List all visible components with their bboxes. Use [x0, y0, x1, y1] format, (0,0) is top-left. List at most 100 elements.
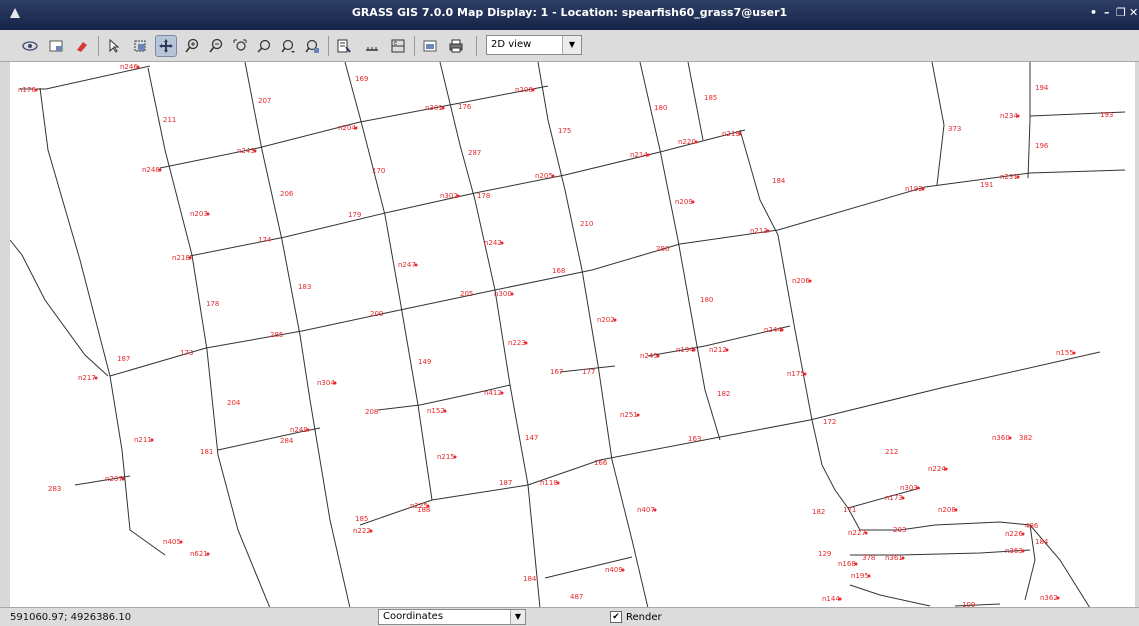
map-label: n242 — [484, 239, 502, 247]
node-marker — [500, 391, 504, 395]
map-vector-layer[interactable]: n176 n246 211 207 169 n204 n301 176 n208 180 185 19… — [10, 62, 1135, 607]
node-marker — [179, 540, 183, 544]
road-segment — [739, 129, 849, 509]
decorations-button[interactable]: E — [388, 36, 408, 56]
road-segment — [954, 603, 1001, 607]
map-canvas[interactable]: n176 n246 211 207 169 n204 n301 176 n208 180 185 19… — [10, 62, 1135, 607]
map-label: n176 — [18, 86, 36, 94]
view-mode-value: 2D view — [491, 39, 532, 50]
map-label: 184 — [772, 177, 786, 185]
map-label: 109 — [962, 601, 975, 607]
map-label: n213 — [750, 227, 768, 235]
statusbar-mode-select[interactable]: Coordinates ▼ — [378, 609, 526, 625]
map-label: n412 — [484, 389, 502, 397]
query-button[interactable] — [334, 36, 354, 56]
map-label: n212 — [709, 346, 727, 354]
node-marker — [253, 149, 257, 153]
node-marker — [864, 531, 868, 535]
node-marker — [500, 241, 504, 245]
node-marker — [443, 409, 447, 413]
map-label: 205 — [460, 290, 473, 298]
maximize-button[interactable]: ❐ — [1116, 6, 1126, 19]
map-label: 187 — [117, 355, 130, 363]
road-segment — [1029, 524, 1090, 607]
map-label: 178 — [477, 192, 490, 200]
map-label: 180 — [700, 296, 713, 304]
statusbar-mode-value: Coordinates — [383, 611, 444, 622]
zoom-in-button[interactable] — [182, 36, 202, 56]
print-button[interactable] — [446, 36, 466, 56]
map-label: n300 — [494, 290, 512, 298]
map-label: n225 — [410, 502, 428, 510]
render-checkbox[interactable]: ✔ Render — [610, 611, 662, 623]
map-label: 182 — [717, 390, 730, 398]
node-marker — [854, 562, 858, 566]
node-marker — [206, 552, 210, 556]
pointer-button[interactable] — [104, 36, 124, 56]
select-icon — [134, 40, 146, 52]
map-label: n303 — [900, 484, 918, 492]
road-segment — [849, 584, 931, 607]
window-menu-button[interactable]: • — [1090, 6, 1098, 19]
map-label: 178 — [206, 300, 219, 308]
map-label: 187 — [499, 479, 512, 487]
node-marker — [1056, 596, 1060, 600]
select-features-button[interactable] — [130, 36, 150, 56]
view-mode-select[interactable]: 2D view ▼ — [486, 35, 582, 55]
road-segment — [359, 351, 1101, 526]
map-label: 212 — [885, 448, 898, 456]
zoom-region-button[interactable] — [302, 36, 322, 56]
map-label: 210 — [580, 220, 593, 228]
road-segment — [537, 62, 649, 607]
zoom-menu-icon — [281, 39, 295, 53]
node-marker — [692, 348, 696, 352]
display-map-button[interactable] — [20, 36, 40, 56]
erase-button[interactable] — [72, 36, 92, 56]
save-image-button[interactable] — [420, 36, 440, 56]
node-marker — [916, 486, 920, 490]
map-label: 286 — [656, 245, 670, 253]
pan-icon — [159, 39, 173, 53]
close-button[interactable]: ✕ — [1129, 6, 1139, 19]
zoom-out-icon — [209, 38, 223, 53]
map-label: 182 — [812, 508, 825, 516]
node-marker — [1016, 114, 1020, 118]
zoom-back-button[interactable] — [254, 36, 274, 56]
map-label: n209 — [675, 198, 693, 206]
node-marker — [453, 455, 457, 459]
map-label: 287 — [468, 149, 481, 157]
road-segment — [850, 549, 1031, 556]
node-marker — [551, 174, 555, 178]
query-icon — [337, 39, 351, 53]
road-segment — [647, 325, 791, 357]
map-label: n204 — [338, 124, 356, 132]
zoom-region-icon — [305, 39, 319, 53]
pan-button[interactable] — [155, 35, 177, 57]
measure-button[interactable] — [362, 36, 382, 56]
road-segment — [847, 507, 1031, 531]
map-label: 163 — [688, 435, 701, 443]
zoom-out-button[interactable] — [206, 36, 226, 56]
map-label: 169 — [355, 75, 368, 83]
node-marker — [921, 187, 925, 191]
node-marker — [510, 292, 514, 296]
render-map-button[interactable] — [46, 36, 66, 56]
map-label: n243 — [237, 147, 255, 155]
map-label: 185 — [704, 94, 717, 102]
minimize-button[interactable]: – — [1104, 6, 1110, 19]
pointer-icon — [109, 38, 120, 53]
map-label: 175 — [558, 127, 571, 135]
map-label: n205 — [535, 172, 553, 180]
road-segment — [244, 62, 351, 607]
map-label: n152 — [427, 407, 445, 415]
checkmark-icon: ✔ — [610, 611, 622, 623]
map-label: 181 — [200, 448, 213, 456]
map-label: n231 — [1000, 173, 1018, 181]
map-label: n304 — [317, 379, 335, 387]
map-label: 183 — [298, 283, 311, 291]
map-label: 191 — [980, 181, 993, 189]
zoom-options-button[interactable] — [278, 36, 298, 56]
map-label: n247 — [398, 261, 416, 269]
status-bar: 591060.97; 4926386.10 Coordinates ▼ ✔ Re… — [0, 607, 1139, 626]
zoom-to-extent-button[interactable] — [230, 36, 250, 56]
